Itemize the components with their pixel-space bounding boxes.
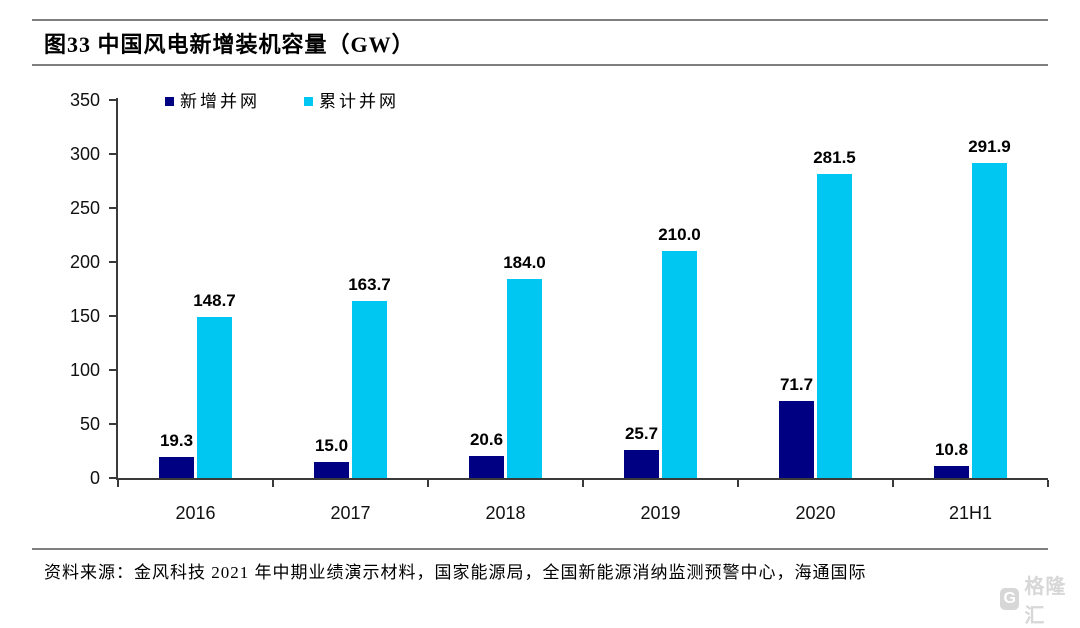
y-axis-label: 350 xyxy=(69,90,100,110)
y-axis-line xyxy=(116,98,118,480)
y-axis-label: 50 xyxy=(79,414,100,434)
value-label: 71.7 xyxy=(779,374,814,394)
x-axis-tick xyxy=(737,480,739,487)
x-axis-tick xyxy=(892,480,894,487)
value-label: 19.3 xyxy=(159,431,194,451)
gelonghui-logo-icon: G xyxy=(1000,588,1020,610)
legend-label: 新增并网 xyxy=(180,92,260,111)
bar-series-1 xyxy=(507,279,542,478)
value-label: 25.7 xyxy=(624,424,659,444)
value-label: 148.7 xyxy=(193,291,236,311)
bar-series-1 xyxy=(662,251,697,478)
legend-label: 累计并网 xyxy=(319,92,399,111)
bar-series-1 xyxy=(972,162,1007,478)
bar-series-0 xyxy=(469,455,504,478)
y-axis-tick xyxy=(109,99,118,101)
value-label: 291.9 xyxy=(968,136,1011,156)
value-label: 15.0 xyxy=(314,435,349,455)
y-axis-tick xyxy=(109,423,118,425)
y-axis-label: 0 xyxy=(89,468,100,488)
category-label: 2020 xyxy=(795,503,836,523)
x-axis-line xyxy=(116,478,1048,480)
chart-legend: 新增并网 累计并网 xyxy=(165,92,399,111)
bar-series-0 xyxy=(314,461,349,478)
watermark-label: 格隆汇 xyxy=(1024,576,1067,627)
x-axis-tick xyxy=(582,480,584,487)
y-axis-tick xyxy=(109,261,118,263)
y-axis-label: 100 xyxy=(69,360,100,380)
value-label: 281.5 xyxy=(813,147,856,167)
category-label: 2017 xyxy=(330,503,371,523)
bar-series-1 xyxy=(197,317,232,478)
y-axis-label: 300 xyxy=(69,144,100,164)
y-axis-tick xyxy=(109,153,118,155)
bar-chart: 新增并网 累计并网 0 50 100 150 200 250 300 350 2016 19.3 14… xyxy=(69,90,1049,523)
category-label: 21H1 xyxy=(948,503,993,523)
bar-series-0 xyxy=(624,450,659,478)
x-axis-tick xyxy=(1047,480,1049,487)
watermark: G 格隆汇 xyxy=(1000,570,1080,628)
y-axis-tick xyxy=(109,477,118,479)
y-axis-tick xyxy=(109,207,118,209)
figure-title: 图33 中国风电新增装机容量（GW） xyxy=(44,32,415,57)
bar-series-0 xyxy=(159,457,194,478)
x-axis-tick xyxy=(117,480,119,487)
category-label: 2019 xyxy=(640,503,681,523)
legend-swatch-icon xyxy=(304,97,313,106)
legend-swatch-icon xyxy=(165,97,174,106)
title-rule xyxy=(32,64,1048,66)
y-axis-label: 150 xyxy=(69,306,100,326)
bar-series-1 xyxy=(817,173,852,478)
y-axis-label: 200 xyxy=(69,252,100,272)
bar-series-1 xyxy=(352,301,387,478)
source-note: 资料来源：金风科技 2021 年中期业绩演示材料，国家能源局，全国新能源消纳监测… xyxy=(44,563,867,582)
footer-rule xyxy=(32,548,1048,550)
value-label: 20.6 xyxy=(469,429,504,449)
top-rule xyxy=(32,19,1048,21)
value-label: 163.7 xyxy=(348,275,391,295)
y-axis-label: 250 xyxy=(69,198,100,218)
value-label: 210.0 xyxy=(658,225,701,245)
value-label: 184.0 xyxy=(503,253,546,273)
category-label: 2018 xyxy=(485,503,526,523)
bar-series-0 xyxy=(779,400,814,478)
category-label: 2016 xyxy=(175,503,216,523)
y-axis-tick xyxy=(109,369,118,371)
legend-item: 累计并网 xyxy=(304,92,399,111)
bar-series-0 xyxy=(934,466,969,478)
y-axis-tick xyxy=(109,315,118,317)
x-axis-tick xyxy=(427,480,429,487)
x-axis-tick xyxy=(272,480,274,487)
value-label: 10.8 xyxy=(934,440,969,460)
legend-item: 新增并网 xyxy=(165,92,260,111)
